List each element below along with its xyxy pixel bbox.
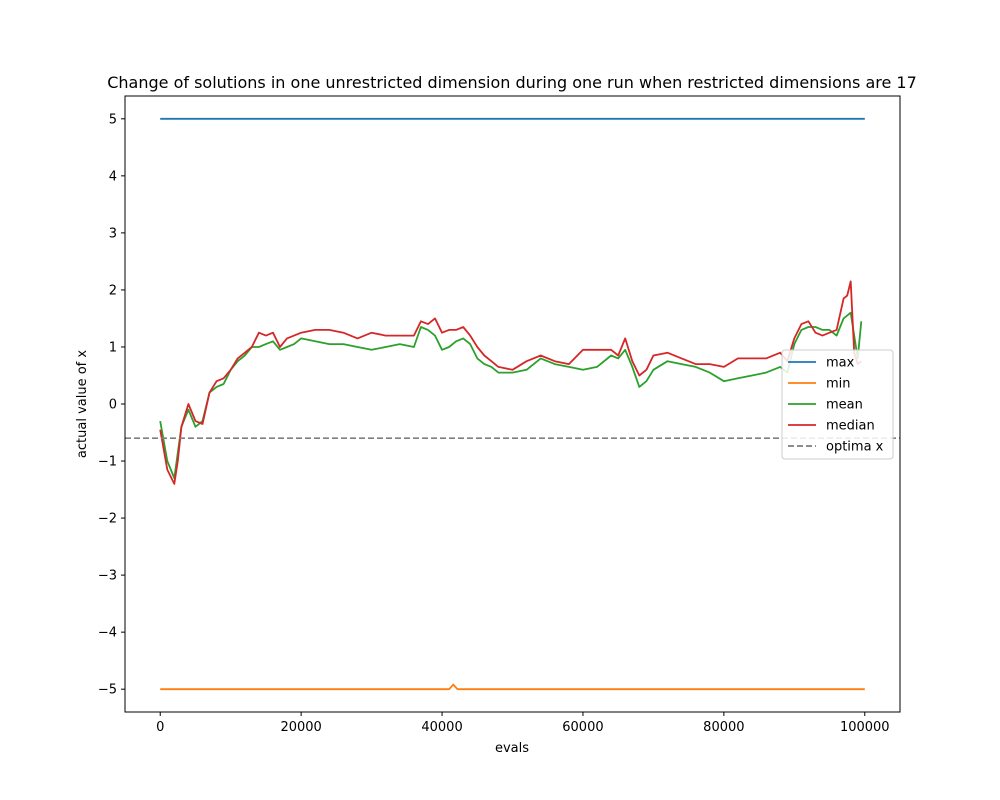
x-axis: 0 20000 40000 60000 80000 100000 [156,712,890,735]
legend-label-median: median [826,419,875,434]
legend-label-max: max [826,356,855,371]
y-tick-label: −4 [98,626,117,641]
legend-box [781,349,894,460]
legend: max min mean median optima x [781,349,894,460]
series-group [125,117,900,691]
y-tick-label: 2 [109,283,117,298]
series-line-mean [159,311,863,480]
y-tick-label: −3 [98,569,117,584]
x-tick-label: 0 [156,720,164,735]
x-tick-label: 20000 [280,720,321,735]
legend-label-min: min [826,377,851,392]
chart-title: Change of solutions in one unrestricted … [107,73,917,92]
y-axis: 5 4 3 2 1 0 −1 −2 −3 −4 −5 [98,112,125,698]
y-tick-label: −2 [98,512,117,527]
y-tick-label: 1 [109,340,117,355]
x-tick-label: 40000 [421,720,462,735]
legend-label-optima-x: optima x [826,440,884,455]
series-line-min [160,683,865,691]
legend-label-mean: mean [826,398,863,413]
y-tick-label: −1 [98,455,117,470]
y-tick-label: −5 [98,683,117,698]
x-tick-label: 60000 [562,720,603,735]
y-tick-label: 0 [109,398,117,413]
x-tick-label: 100000 [840,720,890,735]
y-tick-label: 5 [109,112,117,127]
y-tick-label: 4 [109,169,117,184]
y-tick-label: 3 [109,226,117,241]
x-axis-label: evals [495,741,529,756]
y-axis-label: actual value of x [75,350,90,458]
x-tick-label: 80000 [703,720,744,735]
